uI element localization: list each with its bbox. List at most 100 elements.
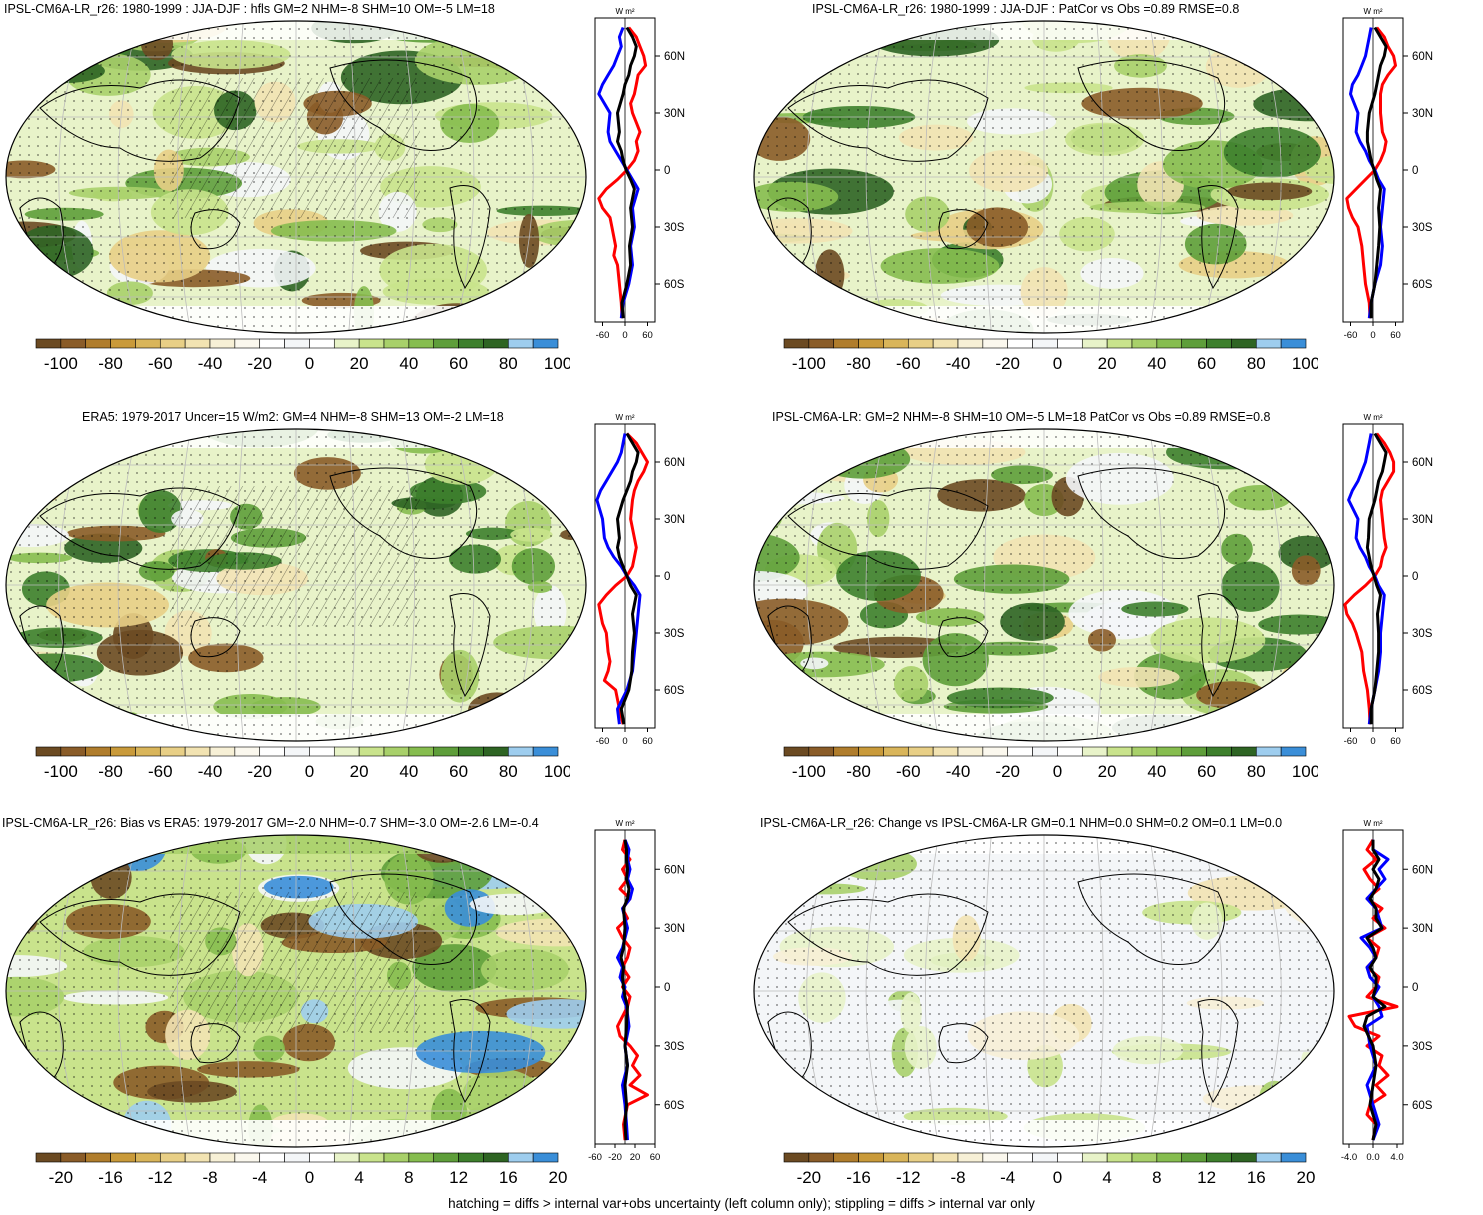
lat-tick-label: 60N [664, 864, 685, 876]
map-panel [5, 20, 587, 334]
coastline [449, 185, 491, 289]
colorbar-swatch [783, 1152, 810, 1163]
zonal-series-black [619, 839, 631, 1141]
colorbar-tick-label: -20 [797, 1168, 822, 1187]
colorbar-swatch [209, 1152, 236, 1163]
graticule-line [453, 835, 475, 1147]
colorbar-swatch [1081, 1152, 1108, 1163]
zonal-series-black [1365, 432, 1388, 725]
colorbar-swatch [309, 1152, 335, 1163]
zonal-series-black [616, 26, 638, 319]
field-blob [49, 39, 124, 54]
coastline [449, 999, 491, 1103]
colorbar-swatch [209, 746, 236, 757]
coastline [39, 893, 241, 976]
zonal-series-red [597, 432, 649, 725]
colorbar-swatch [1206, 1152, 1232, 1163]
zonal-series-blue [1347, 433, 1386, 725]
graticule-line [348, 429, 356, 741]
unit-label: W m² [1363, 413, 1382, 422]
colorbar-tick-label: -100 [792, 762, 826, 781]
field-blob [833, 703, 867, 741]
colorbar-tick-label: 20 [350, 762, 369, 781]
x-tick-label: 60 [1390, 736, 1401, 747]
x-tick-label: 0 [1370, 330, 1375, 341]
coastline [39, 487, 241, 570]
map-panel [753, 834, 1335, 1148]
hatching [170, 892, 420, 1032]
graticule-line [236, 21, 244, 333]
colorbar-swatch [458, 1152, 484, 1163]
colorbar-swatch [1156, 1152, 1183, 1163]
coastline [938, 209, 989, 250]
hatching [170, 78, 420, 218]
graticule-line [236, 835, 244, 1147]
colorbar-swatch [1280, 1152, 1307, 1163]
field-blob [6, 726, 44, 741]
x-tick-label: 20 [630, 1152, 641, 1163]
colorbar-tick-label: 0 [305, 762, 314, 781]
colorbar-swatch [333, 1152, 360, 1163]
lat-tick-label: 60S [664, 685, 685, 697]
colorbar-tick-label: -4 [252, 1168, 267, 1187]
colorbar-swatch [1181, 1152, 1207, 1163]
colorbar-tick-label: 60 [449, 354, 468, 373]
field-blob [37, 835, 136, 848]
x-tick-label: -60 [588, 1152, 602, 1163]
colorbar-swatch [907, 746, 934, 757]
colorbar-swatch [35, 1152, 62, 1163]
field-blob [514, 1134, 562, 1147]
colorbar-swatch [259, 338, 285, 349]
zonal-series-blue [1349, 27, 1386, 319]
x-tick-label: 0 [1370, 736, 1375, 747]
lat-tick-label: 30N [664, 923, 685, 935]
colorbar-swatch [284, 338, 310, 349]
field-blob [513, 1134, 538, 1147]
coastline [938, 1023, 989, 1064]
field-blob [6, 709, 43, 741]
colorbar-swatch [532, 746, 559, 757]
colorbar-swatch [907, 338, 934, 349]
field-blob [108, 1127, 136, 1147]
field-blob [24, 1111, 80, 1147]
field-blob [509, 464, 586, 490]
colorbar-swatch [1007, 1152, 1033, 1163]
colorbar: -20 -16 -12 -8 -4 0 4 8 12 16 20 [35, 1152, 568, 1187]
field-blob [858, 1129, 893, 1147]
graticule-line [865, 21, 887, 333]
unit-label: W m² [615, 7, 634, 16]
colorbar-swatch [408, 1152, 435, 1163]
colorbar-tick-label: 20 [1098, 354, 1117, 373]
field-blob [754, 47, 810, 84]
colorbar-swatch [1231, 746, 1257, 757]
field-blob [56, 429, 110, 458]
field-blob [6, 1105, 82, 1125]
field-blob [444, 715, 563, 741]
colorbar-swatch [1106, 1152, 1133, 1163]
colorbar-swatch [184, 1152, 211, 1163]
colorbar-swatch [833, 1152, 859, 1163]
field-blob [530, 671, 584, 704]
colorbar-tick-label: 20 [549, 1168, 568, 1187]
colorbar-swatch [1007, 746, 1033, 757]
colorbar-swatch [1032, 746, 1058, 757]
lat-tick-label: 30N [1412, 108, 1433, 120]
colorbar-tick-label: -40 [946, 354, 971, 373]
field-blob [1299, 48, 1321, 60]
colorbar-swatch [507, 746, 534, 757]
colorbar-swatch [234, 338, 261, 349]
panel-title: IPSL-CM6A-LR: GM=2 NHM=-8 SHM=10 OM=-5 L… [772, 410, 1271, 424]
zonal-series-red [1343, 432, 1396, 725]
colorbar-swatch [1032, 338, 1058, 349]
field-blob [473, 835, 553, 856]
coastline [190, 209, 241, 250]
colorbar-tick-label: -80 [846, 354, 871, 373]
map-outline [5, 428, 587, 742]
lat-tick-label: 0 [664, 571, 670, 583]
colorbar-swatch [932, 338, 959, 349]
colorbar-swatch [483, 338, 509, 349]
colorbar-swatch [982, 1152, 1009, 1163]
colorbar-swatch [184, 338, 211, 349]
colorbar-tick-label: 0 [1053, 1168, 1062, 1187]
colorbar-tick-label: -100 [44, 354, 78, 373]
